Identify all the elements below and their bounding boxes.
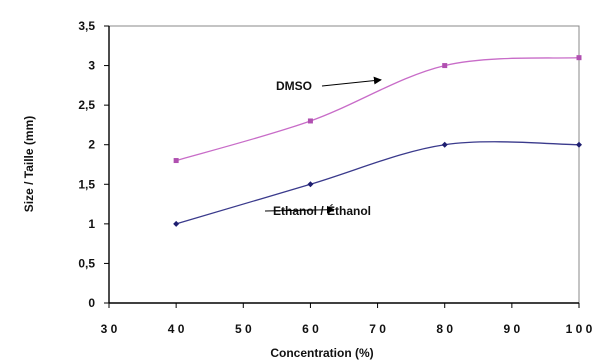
x-tick-label: 1 0 0	[566, 322, 593, 336]
series-label-0: DMSO	[276, 79, 312, 93]
y-tick-label: 3	[88, 59, 95, 73]
data-point	[442, 63, 448, 69]
y-axis-title: Size / Taille (mm)	[22, 116, 36, 212]
x-tick-label: 6 0	[302, 322, 319, 336]
series-layer	[173, 55, 582, 227]
annotation-layer: DMSO Ethanol / Éthanol	[264, 76, 382, 218]
x-tick-label: 3 0	[101, 322, 118, 336]
data-point	[173, 158, 179, 164]
y-tick-label: 2	[88, 138, 95, 152]
data-point	[576, 141, 582, 148]
annotation-arrow-0	[321, 76, 382, 87]
x-tick-label: 9 0	[504, 322, 521, 336]
y-tick-label: 0	[88, 296, 95, 310]
x-tick-label: 8 0	[436, 322, 453, 336]
y-tick-label: 2,5	[78, 98, 95, 112]
data-point	[441, 141, 448, 148]
data-point	[173, 220, 180, 227]
y-tick-label: 3,5	[78, 19, 95, 33]
data-point	[576, 55, 582, 61]
series-label-1: Ethanol / Éthanol	[273, 203, 371, 218]
plot-frame	[108, 25, 580, 304]
axes: 3 0 4 0 5 0 6 0 7 0 8 0 9 0 1 0 0 0 0,5 1 1,5 2 2,5 3 3…	[78, 19, 592, 336]
y-tick-label: 0,5	[78, 256, 95, 270]
data-point	[307, 181, 314, 188]
x-tick-label: 7 0	[369, 322, 386, 336]
x-axis-title: Concentration (%)	[270, 346, 373, 360]
y-tick-label: 1,5	[78, 177, 95, 191]
x-tick-label: 4 0	[168, 322, 185, 336]
y-tick-label: 1	[88, 217, 95, 231]
data-point	[307, 118, 313, 124]
x-tick-label: 5 0	[235, 322, 252, 336]
series-line-0	[175, 57, 580, 162]
plot-area	[108, 25, 580, 304]
series-line-1	[175, 141, 580, 225]
annotation-arrow-1	[264, 205, 335, 214]
